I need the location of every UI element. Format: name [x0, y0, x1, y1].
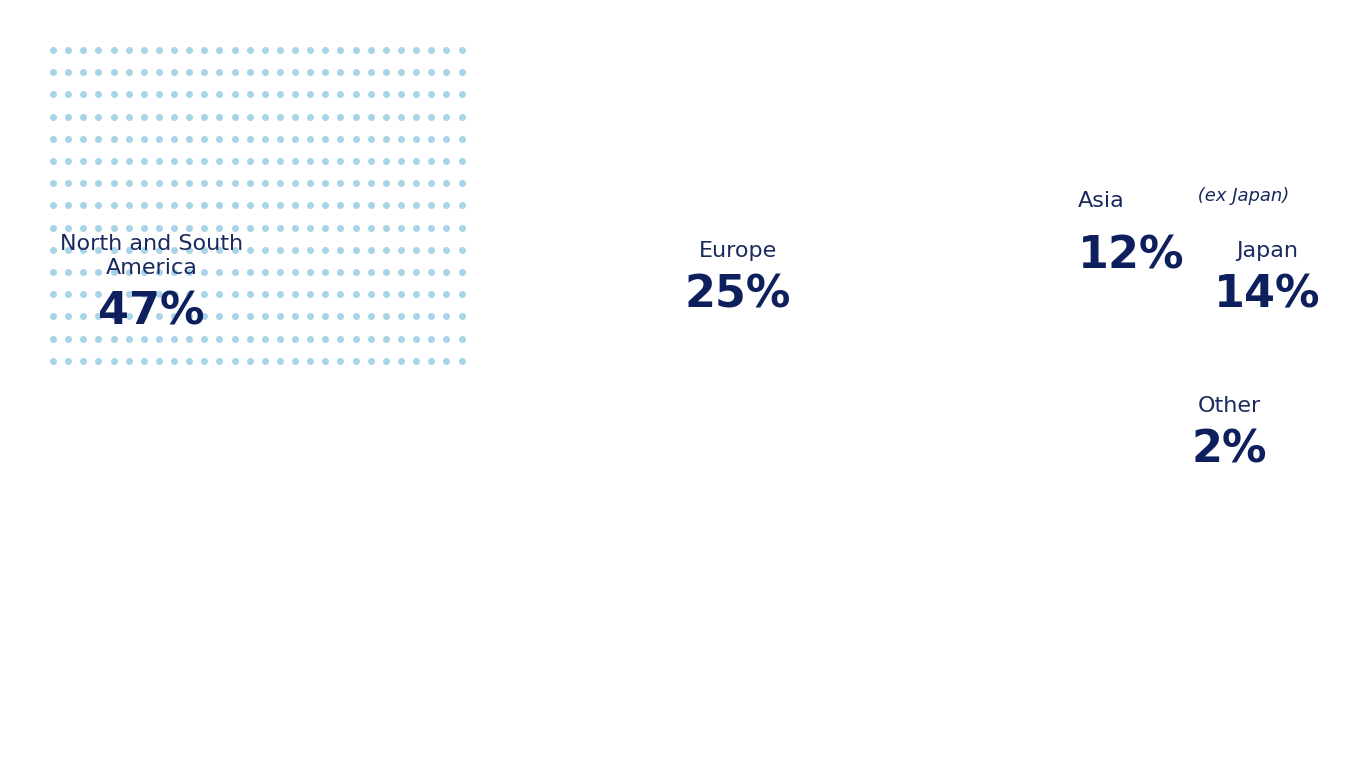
Text: 25%: 25%	[685, 273, 791, 316]
Text: 14%: 14%	[1214, 273, 1321, 316]
Text: (ex Japan): (ex Japan)	[1192, 188, 1288, 205]
Text: Other: Other	[1199, 396, 1261, 416]
Text: 2%: 2%	[1192, 429, 1267, 472]
Text: Japan: Japan	[1237, 241, 1298, 261]
Text: 12%: 12%	[1079, 234, 1185, 277]
Text: 47%: 47%	[98, 290, 204, 333]
Text: Europe: Europe	[699, 241, 776, 261]
Text: Asia: Asia	[1079, 191, 1125, 211]
Text: North and South
America: North and South America	[60, 234, 242, 277]
